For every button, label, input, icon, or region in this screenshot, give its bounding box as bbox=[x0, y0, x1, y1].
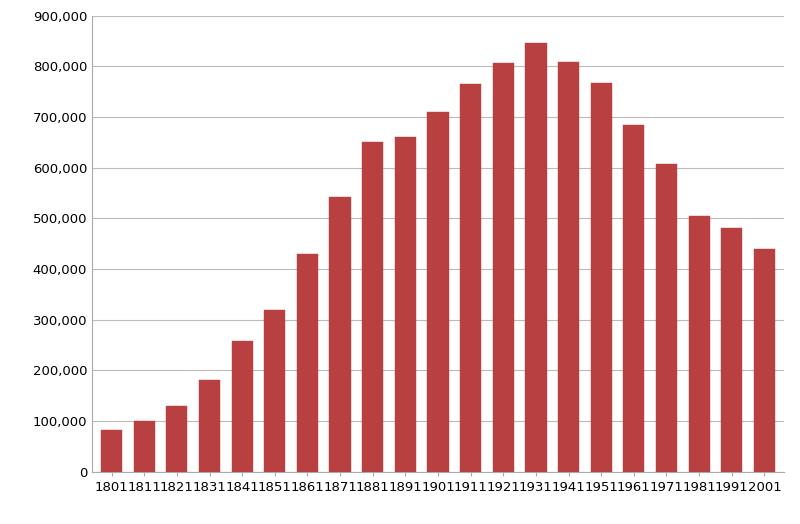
Bar bbox=[623, 125, 645, 472]
Bar bbox=[101, 430, 122, 472]
Bar bbox=[460, 84, 482, 472]
Bar bbox=[590, 83, 612, 472]
Bar bbox=[264, 310, 286, 472]
Bar bbox=[134, 421, 155, 472]
Bar bbox=[199, 380, 220, 472]
Bar bbox=[297, 254, 318, 472]
Bar bbox=[526, 42, 546, 472]
Bar bbox=[166, 406, 187, 472]
Bar bbox=[689, 216, 710, 472]
Bar bbox=[721, 228, 742, 472]
Bar bbox=[394, 137, 416, 472]
Bar bbox=[656, 164, 677, 472]
Bar bbox=[231, 341, 253, 472]
Bar bbox=[558, 62, 579, 472]
Bar bbox=[493, 63, 514, 472]
Bar bbox=[754, 249, 775, 472]
Bar bbox=[427, 112, 449, 472]
Bar bbox=[362, 143, 383, 472]
Bar bbox=[330, 197, 350, 472]
